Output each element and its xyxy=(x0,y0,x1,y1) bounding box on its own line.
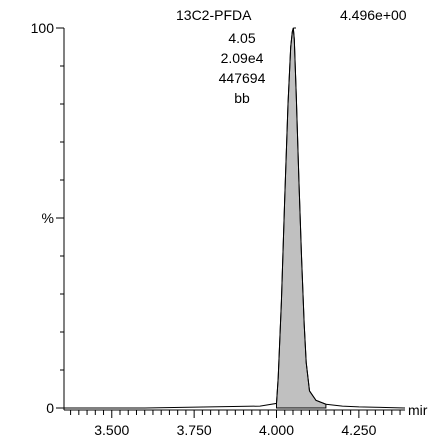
y-tick-label: 100 xyxy=(31,20,55,36)
tick-layer: 0% 100 3.500 3.750 4.000 4.250 xyxy=(31,20,401,438)
y-tick-label: % xyxy=(42,210,54,226)
x-tick-label: 3.500 xyxy=(94,422,129,438)
compound-label: 13C2-PFDA xyxy=(176,7,252,23)
x-tick-label: 3.750 xyxy=(177,422,212,438)
peak-annotation-rt: 4.05 xyxy=(228,30,255,46)
chromatogram-trace xyxy=(64,27,406,409)
x-tick-label: 4.000 xyxy=(259,422,294,438)
peak-annotation-area: 2.09e4 xyxy=(221,50,264,66)
x-axis-unit-label: mir xyxy=(408,402,428,418)
y-tick-label: 0 xyxy=(46,400,54,416)
x-tick-label: 4.250 xyxy=(341,422,376,438)
peak-annotation-height: 447694 xyxy=(219,70,266,86)
peak-annotation-type: bb xyxy=(234,90,250,106)
scale-label: 4.496e+00 xyxy=(340,7,407,23)
